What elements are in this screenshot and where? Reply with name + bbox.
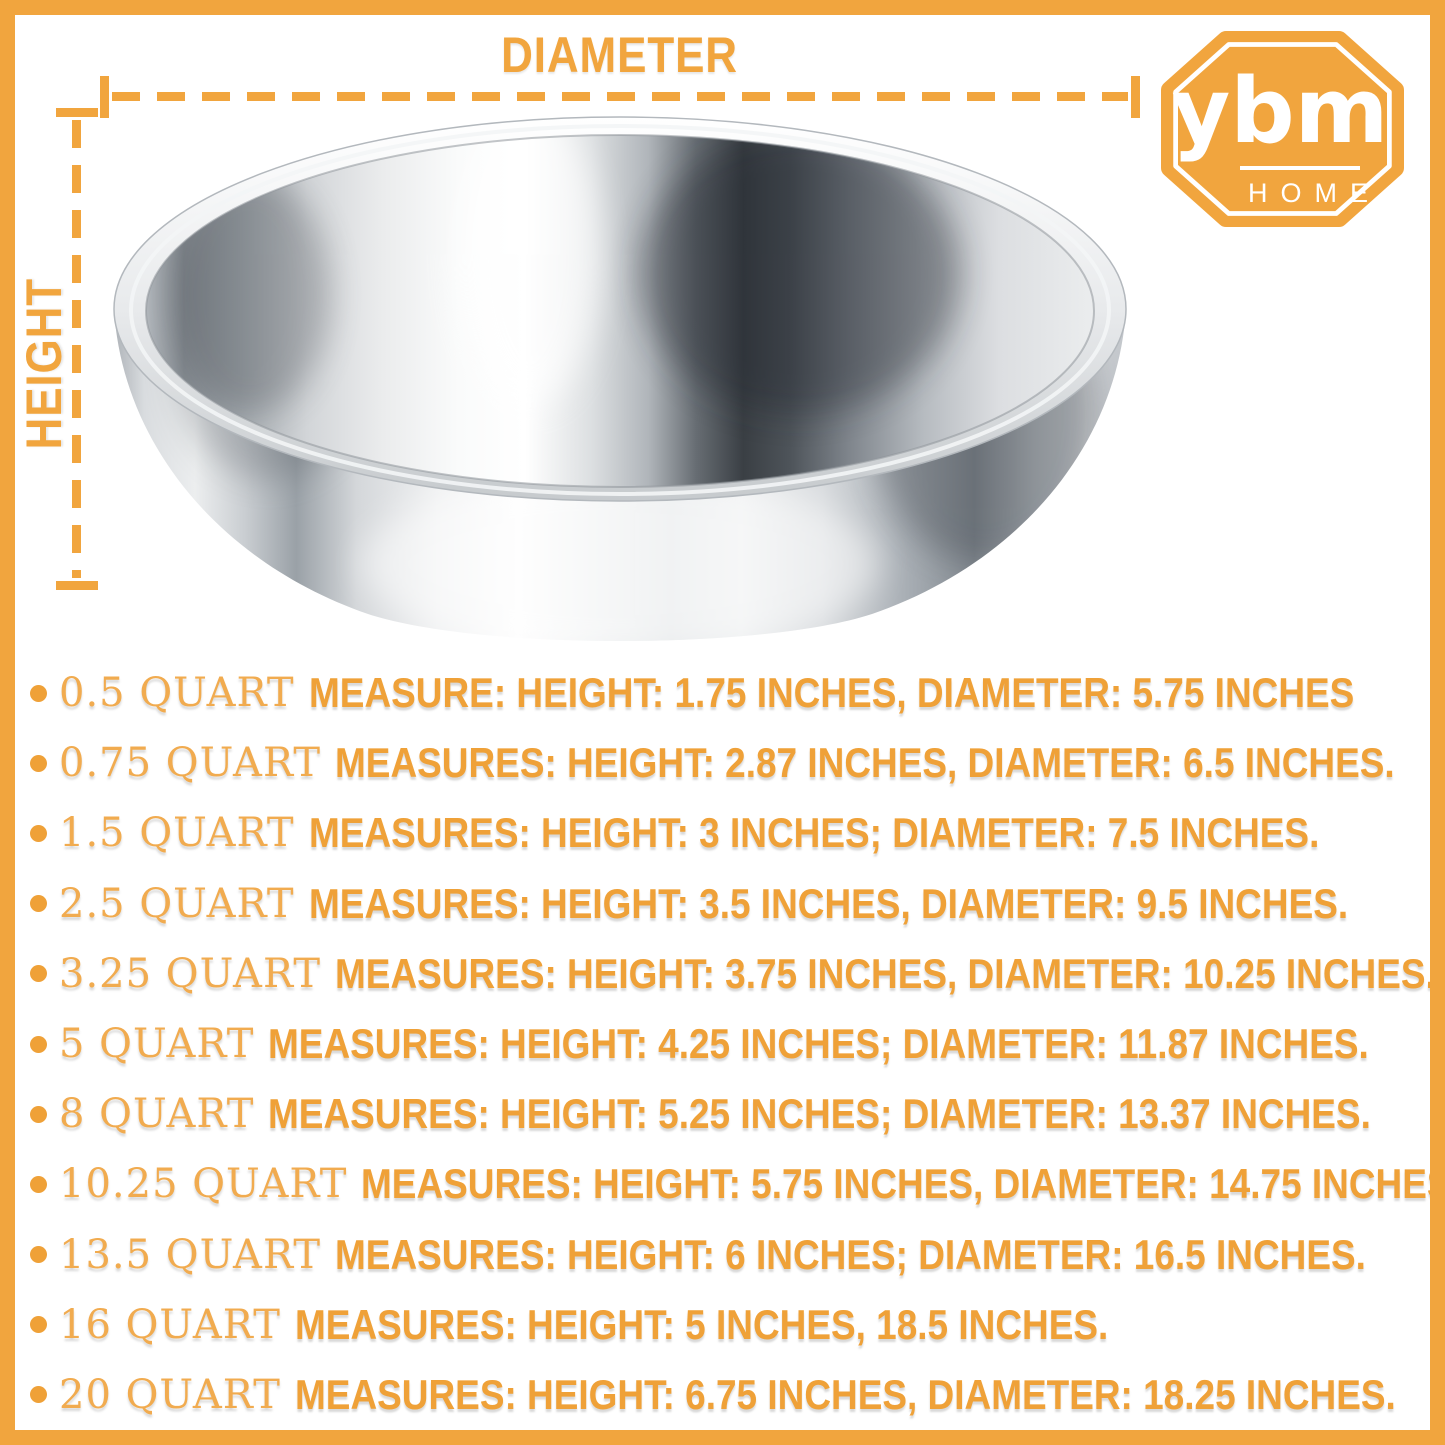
spec-measure-text: MEASURES: HEIGHT: 3.5 INCHES, DIAMETER: … — [308, 879, 1348, 927]
bullet-icon — [30, 895, 47, 913]
spec-measure-text: MEASURES: HEIGHT: 3.75 INCHES, DIAMETER:… — [335, 949, 1436, 997]
bullet-icon — [30, 684, 47, 702]
spec-row: 16 QUART MEASURES: HEIGHT: 5 INCHES, 18.… — [22, 1290, 1431, 1360]
bullet-icon — [30, 1175, 47, 1193]
bullet-icon — [30, 754, 47, 772]
height-label: HEIGHT — [15, 255, 73, 450]
spec-measure-text: MEASURES: HEIGHT: 2.87 INCHES, DIAMETER:… — [335, 739, 1395, 787]
spec-measure-text: MEASURES: HEIGHT: 6 INCHES; DIAMETER: 16… — [335, 1230, 1366, 1278]
spec-quart-label: 20 QUART — [59, 1371, 281, 1418]
diameter-left-tick — [100, 76, 109, 118]
spec-row: 2.5 QUART MEASURES: HEIGHT: 3.5 INCHES, … — [22, 869, 1431, 939]
spec-measure-text: MEASURES: HEIGHT: 4.25 INCHES; DIAMETER:… — [268, 1020, 1370, 1068]
spec-row: 5 QUART MEASURES: HEIGHT: 4.25 INCHES; D… — [22, 1009, 1431, 1079]
height-top-tick — [56, 108, 98, 117]
spec-quart-label: 3.25 QUART — [59, 950, 322, 997]
diameter-label-text: DIAMETER — [501, 27, 739, 83]
diameter-right-tick — [1131, 76, 1140, 118]
bullet-icon — [30, 1316, 47, 1334]
spec-quart-label: 2.5 QUART — [59, 880, 295, 927]
height-dashed-line — [72, 120, 81, 578]
bullet-icon — [30, 1246, 47, 1264]
spec-row: 0.75 QUART MEASURES: HEIGHT: 2.87 INCHES… — [22, 728, 1431, 798]
height-label-text: HEIGHT — [16, 277, 72, 450]
spec-quart-label: 16 QUART — [59, 1301, 281, 1348]
spec-row: 10.25 QUART MEASURES: HEIGHT: 5.75 INCHE… — [22, 1149, 1445, 1219]
bullet-icon — [30, 965, 47, 983]
diameter-label: DIAMETER — [110, 26, 1130, 84]
brand-logo: ybm HOME — [1161, 31, 1404, 227]
spec-measure-text: MEASURES: HEIGHT: 5.75 INCHES, DIAMETER:… — [361, 1160, 1445, 1208]
spec-quart-label: 10.25 QUART — [59, 1161, 348, 1208]
bullet-icon — [30, 1386, 47, 1404]
diameter-dimension-line — [100, 76, 1140, 118]
logo-home-text: HOME — [1248, 178, 1381, 208]
spec-measure-text: MEASURES: HEIGHT: 3 INCHES; DIAMETER: 7.… — [308, 809, 1319, 857]
spec-row: 3.25 QUART MEASURES: HEIGHT: 3.75 INCHES… — [22, 939, 1436, 1009]
spec-measure-text: MEASURES: HEIGHT: 5.25 INCHES; DIAMETER:… — [268, 1090, 1372, 1138]
spec-row: 0.5 QUART MEASURE: HEIGHT: 1.75 INCHES, … — [22, 658, 1431, 728]
bullet-icon — [30, 1035, 47, 1053]
spec-list: 0.5 QUART MEASURE: HEIGHT: 1.75 INCHES, … — [22, 658, 1445, 1430]
spec-quart-label: 13.5 QUART — [59, 1231, 322, 1278]
bullet-icon — [30, 824, 47, 842]
spec-row: 20 QUART MEASURES: HEIGHT: 6.75 INCHES, … — [22, 1360, 1431, 1430]
height-dimension-line — [56, 108, 98, 590]
spec-quart-label: 1.5 QUART — [59, 810, 295, 857]
spec-quart-label: 0.75 QUART — [59, 740, 322, 787]
spec-row: 13.5 QUART MEASURES: HEIGHT: 6 INCHES; D… — [22, 1220, 1431, 1290]
bowl-rim-highlight — [129, 124, 1111, 496]
logo-brand-text: ybm — [1172, 59, 1389, 164]
diameter-dashed-line — [112, 92, 1128, 101]
spec-quart-label: 8 QUART — [59, 1091, 255, 1138]
bowl-rim-inner-edge — [145, 134, 1095, 488]
spec-row: 8 QUART MEASURES: HEIGHT: 5.25 INCHES; D… — [22, 1079, 1431, 1149]
logo-badge-shape — [1161, 31, 1404, 227]
spec-measure-text: MEASURES: HEIGHT: 6.75 INCHES, DIAMETER:… — [294, 1370, 1396, 1418]
logo-inner-outline — [1173, 42, 1392, 216]
spec-measure-text: MEASURES: HEIGHT: 5 INCHES, 18.5 INCHES. — [294, 1300, 1109, 1348]
spec-row: 1.5 QUART MEASURES: HEIGHT: 3 INCHES; DI… — [22, 798, 1431, 868]
spec-quart-label: 0.5 QUART — [59, 670, 295, 717]
spec-quart-label: 5 QUART — [59, 1021, 255, 1068]
bullet-icon — [30, 1105, 47, 1123]
height-bottom-tick — [56, 581, 98, 590]
product-photo-bowl — [113, 116, 1127, 641]
spec-measure-text: MEASURE: HEIGHT: 1.75 INCHES, DIAMETER: … — [308, 669, 1354, 717]
bowl-interior-reflections — [170, 135, 960, 414]
